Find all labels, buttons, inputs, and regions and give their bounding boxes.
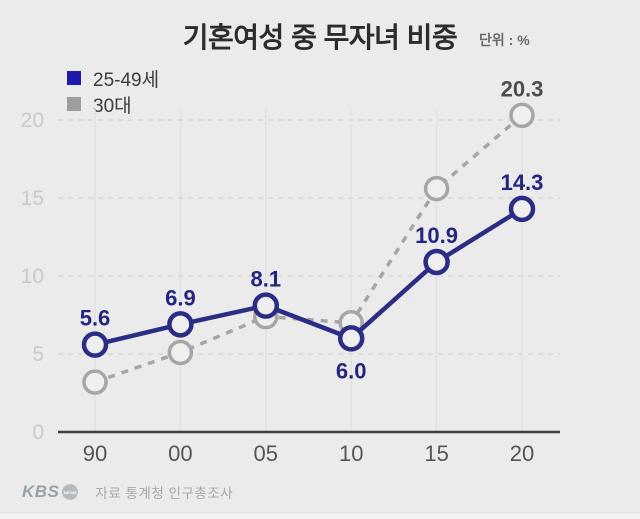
data-point-label: 8.1 <box>251 267 282 292</box>
y-tick-label: 10 <box>21 265 44 288</box>
kbs-logo: KBS <box>22 482 60 501</box>
series-line-25-49세 <box>94 207 524 347</box>
x-tick-label: 15 <box>424 441 448 466</box>
data-point-marker <box>423 248 450 276</box>
data-point-marker <box>167 311 194 338</box>
data-point-marker <box>423 175 450 202</box>
y-tick-label: 20 <box>21 109 44 132</box>
x-tick-label: 05 <box>254 441 278 466</box>
title-row: 기혼여성 중 무자녀 비중 <box>0 16 640 56</box>
data-point-label: 6.0 <box>336 358 367 383</box>
legend-label: 30대 <box>93 95 132 117</box>
y-tick-label: 0 <box>32 421 44 444</box>
data-point-marker <box>509 102 535 129</box>
unit-label: 단위 : % <box>479 32 530 48</box>
data-point-marker <box>252 292 280 319</box>
data-point-label: 5.6 <box>80 306 111 331</box>
y-tick-label: 5 <box>32 343 44 366</box>
data-point-label: 20.3 <box>501 76 544 101</box>
x-tick-label: 90 <box>83 441 107 466</box>
legend-label: 25-49세 <box>93 69 160 91</box>
x-tick-label: 00 <box>168 441 192 466</box>
footer: KBS NEWS 자료 통계청 인구총조사 <box>22 482 233 502</box>
data-point-marker <box>81 331 109 358</box>
data-point-marker <box>337 325 365 352</box>
chart-title: 기혼여성 중 무자녀 비중 <box>182 22 458 53</box>
x-tick-label: 20 <box>510 441 534 466</box>
data-point-marker <box>508 195 536 223</box>
legend: 25-49세 30대 <box>67 65 159 117</box>
x-tick-label: 10 <box>339 441 363 466</box>
legend-swatch-navy-icon <box>67 71 81 85</box>
legend-swatch-gray-icon <box>67 97 81 111</box>
data-point-label: 14.3 <box>501 170 544 195</box>
y-tick-label: 15 <box>21 187 44 210</box>
data-point-marker <box>82 369 108 395</box>
kbs-news-badge-icon: NEWS <box>62 484 79 500</box>
data-point-label: 6.9 <box>165 285 196 310</box>
legend-item-30s: 30대 <box>67 91 159 117</box>
legend-item-25-49: 25-49세 <box>67 65 159 91</box>
data-point-label: 10.9 <box>415 223 458 248</box>
source-text: 자료 통계청 인구총조사 <box>95 486 234 501</box>
bottom-edge-strip <box>0 512 640 519</box>
data-point-marker <box>167 339 194 366</box>
